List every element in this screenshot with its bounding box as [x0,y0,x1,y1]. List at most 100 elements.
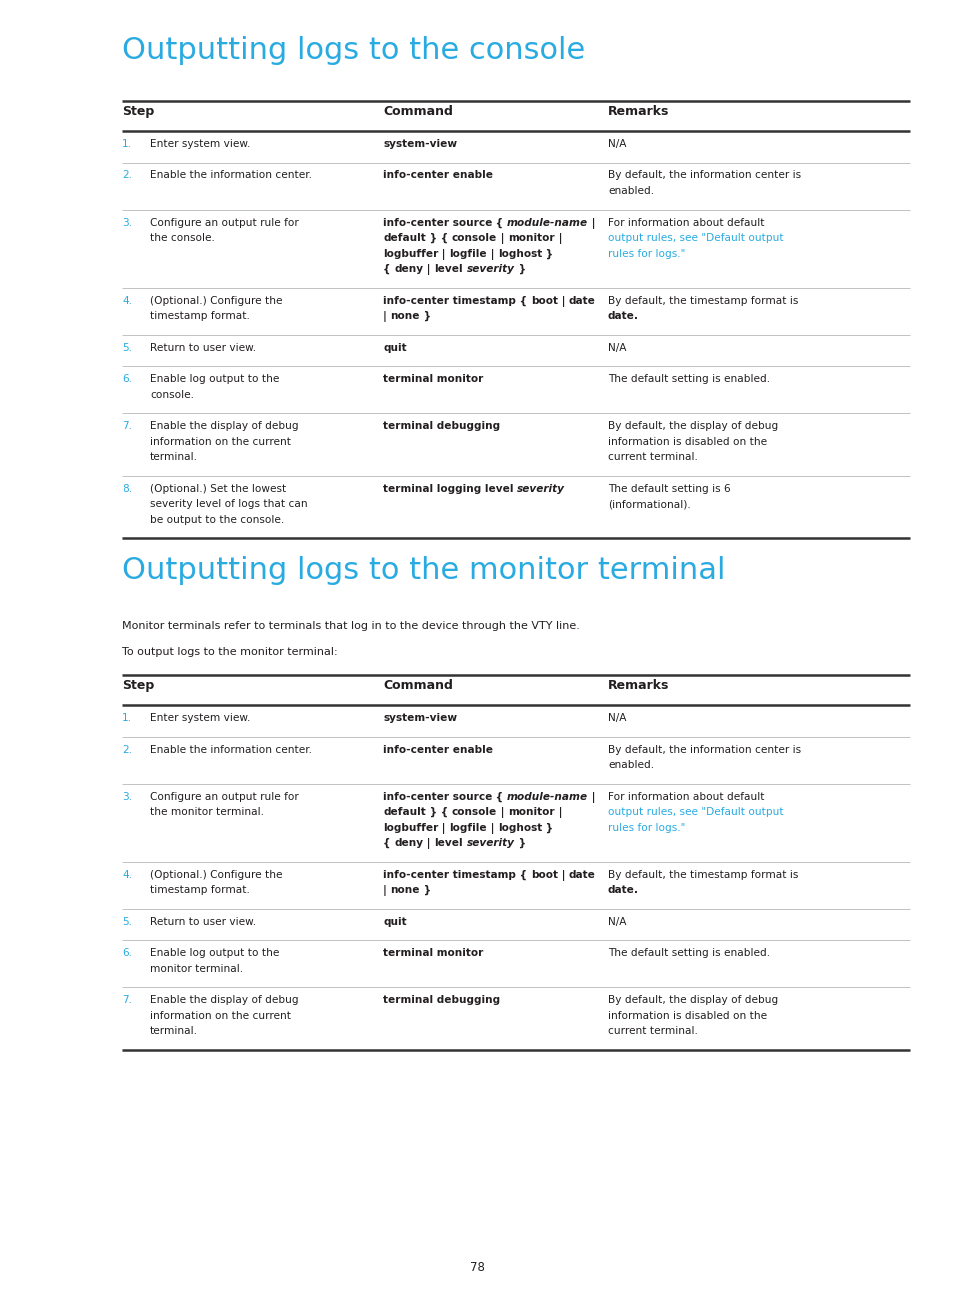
Text: 5.: 5. [122,342,132,353]
Text: date: date [568,870,595,880]
Text: |: | [588,792,595,802]
Text: logfile: logfile [449,249,487,258]
Text: {: { [382,264,394,275]
Text: date.: date. [607,885,639,896]
Text: }: } [419,885,431,896]
Text: |: | [438,249,449,259]
Text: logfile: logfile [449,823,487,832]
Text: To output logs to the monitor terminal:: To output logs to the monitor terminal: [122,647,337,657]
Text: N/A: N/A [607,139,626,149]
Text: console.: console. [150,390,193,399]
Text: level: level [434,264,462,273]
Text: timestamp format.: timestamp format. [150,311,250,321]
Text: system-view: system-view [382,713,456,723]
Text: (informational).: (informational). [607,499,690,509]
Text: |: | [423,839,434,849]
Text: Enable the display of debug: Enable the display of debug [150,995,298,1004]
Text: info-center enable: info-center enable [382,171,493,180]
Text: 1.: 1. [122,713,132,723]
Text: Outputting logs to the monitor terminal: Outputting logs to the monitor terminal [122,556,724,584]
Text: |: | [554,233,561,244]
Text: terminal.: terminal. [150,1026,198,1036]
Text: N/A: N/A [607,916,626,927]
Text: Enable log output to the: Enable log output to the [150,375,279,384]
Text: Enter system view.: Enter system view. [150,713,250,723]
Text: severity: severity [466,839,514,848]
Text: }: } [419,311,431,321]
Text: timestamp format.: timestamp format. [150,885,250,896]
Text: console: console [451,233,497,244]
Text: Enter system view.: Enter system view. [150,139,250,149]
Text: } {: } { [425,807,451,818]
Text: The default setting is enabled.: The default setting is enabled. [607,375,769,384]
Text: 3.: 3. [122,792,132,801]
Text: monitor terminal.: monitor terminal. [150,963,243,973]
Text: none: none [390,311,419,321]
Text: info-center enable: info-center enable [382,744,493,754]
Text: output rules, see "Default output: output rules, see "Default output [607,807,782,816]
Text: the monitor terminal.: the monitor terminal. [150,807,264,816]
Text: date.: date. [607,311,639,321]
Text: Enable the information center.: Enable the information center. [150,744,312,754]
Text: For information about default: For information about default [607,792,763,801]
Text: the console.: the console. [150,233,214,244]
Text: severity level of logs that can: severity level of logs that can [150,499,307,509]
Text: Command: Command [382,105,453,118]
Text: For information about default: For information about default [607,218,763,228]
Text: |: | [382,885,390,896]
Text: Enable the display of debug: Enable the display of debug [150,421,298,432]
Text: information is disabled on the: information is disabled on the [607,1011,766,1020]
Text: By default, the display of debug: By default, the display of debug [607,421,778,432]
Text: Step: Step [122,105,154,118]
Text: The default setting is enabled.: The default setting is enabled. [607,947,769,958]
Text: info-center timestamp: info-center timestamp [382,295,516,306]
Text: deny: deny [394,839,423,848]
Text: info-center timestamp: info-center timestamp [382,870,516,880]
Text: {: { [492,218,507,228]
Text: Configure an output rule for: Configure an output rule for [150,792,298,801]
Text: } {: } { [425,233,451,244]
Text: terminal debugging: terminal debugging [382,995,499,1004]
Text: information on the current: information on the current [150,437,291,447]
Text: terminal debugging: terminal debugging [382,421,499,432]
Text: monitor: monitor [507,807,554,816]
Text: |: | [497,233,507,244]
Text: Command: Command [382,679,453,692]
Text: |: | [554,807,561,818]
Text: By default, the information center is: By default, the information center is [607,744,801,754]
Text: N/A: N/A [607,713,626,723]
Text: severity: severity [466,264,514,273]
Text: logbuffer: logbuffer [382,249,438,258]
Text: monitor: monitor [507,233,554,244]
Text: |: | [438,823,449,833]
Text: Remarks: Remarks [607,679,669,692]
Text: By default, the timestamp format is: By default, the timestamp format is [607,870,798,880]
Text: Remarks: Remarks [607,105,669,118]
Text: none: none [390,885,419,896]
Text: }: } [542,249,553,259]
Text: By default, the information center is: By default, the information center is [607,171,801,180]
Text: quit: quit [382,916,406,927]
Text: |: | [497,807,507,818]
Text: logbuffer: logbuffer [382,823,438,832]
Text: enabled.: enabled. [607,759,654,770]
Text: loghost: loghost [497,823,542,832]
Text: |: | [558,295,568,306]
Text: |: | [487,823,497,833]
Text: |: | [588,218,595,228]
Text: 78: 78 [469,1261,484,1274]
Text: date: date [568,295,595,306]
Text: terminal monitor: terminal monitor [382,375,483,384]
Text: loghost: loghost [497,249,542,258]
Text: 1.: 1. [122,139,132,149]
Text: system-view: system-view [382,139,456,149]
Text: current terminal.: current terminal. [607,1026,698,1036]
Text: {: { [516,295,530,306]
Text: module-name: module-name [507,792,588,801]
Text: boot: boot [530,295,558,306]
Text: terminal.: terminal. [150,452,198,461]
Text: Enable the information center.: Enable the information center. [150,171,312,180]
Text: 4.: 4. [122,870,132,880]
Text: be output to the console.: be output to the console. [150,515,284,525]
Text: enabled.: enabled. [607,187,654,196]
